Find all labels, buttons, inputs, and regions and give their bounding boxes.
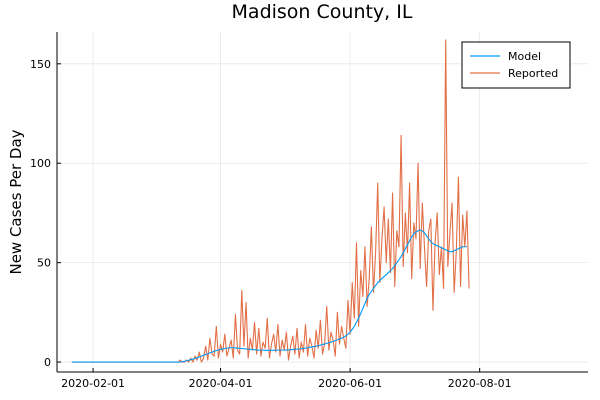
y-axis-label: New Cases Per Day	[7, 129, 25, 274]
x-tick-label: 2020-02-01	[61, 377, 125, 390]
x-tick-label: 2020-08-01	[448, 377, 512, 390]
y-tick-label: 0	[44, 356, 51, 369]
x-tick-label: 2020-04-01	[189, 377, 253, 390]
chart-title: Madison County, IL	[232, 1, 413, 23]
series-line-model	[71, 229, 467, 363]
legend-box	[461, 41, 571, 89]
legend: Model Reported	[461, 41, 571, 89]
legend-model-label: Model	[508, 50, 541, 63]
legend-reported-label: Reported	[508, 67, 558, 80]
y-tick-label: 50	[37, 257, 51, 270]
axes	[56, 32, 588, 373]
series	[71, 39, 470, 363]
y-tick-label: 150	[30, 58, 51, 71]
x-tick-label: 2020-06-01	[318, 377, 382, 390]
y-tick-label: 100	[30, 157, 51, 170]
ticks: 0 50 100 150 2020-02-01 2020-04-01 2020-06-01 2…	[30, 58, 512, 390]
